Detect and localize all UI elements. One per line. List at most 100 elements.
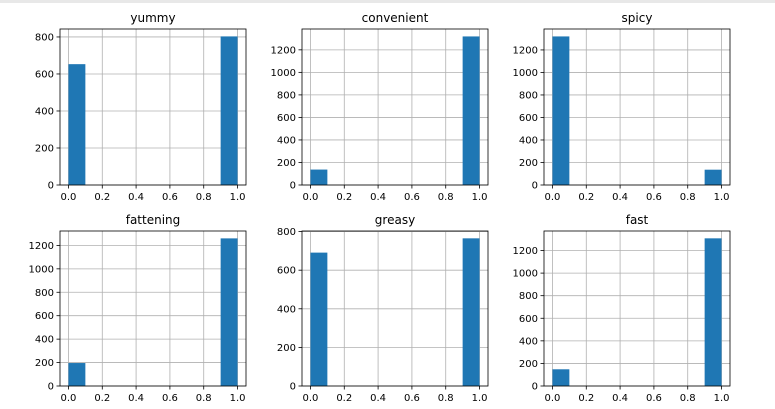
x-tick-label: 0.6 bbox=[646, 192, 662, 203]
chart-title: yummy bbox=[130, 11, 175, 25]
y-tick-label: 600 bbox=[519, 113, 538, 124]
plot-frame bbox=[543, 230, 731, 387]
chart-panel-spicy: 0.0 0.2 0.4 0.6 0.8 1.0 0 200 400 600 800 1000 1200 s… bbox=[513, 11, 731, 203]
y-tick-label: 600 bbox=[35, 311, 54, 322]
y-tick-label: 400 bbox=[35, 106, 54, 117]
x-tick-label: 0.4 bbox=[128, 192, 144, 203]
x-tick-label: 1.0 bbox=[230, 393, 246, 404]
y-tick-label: 1200 bbox=[271, 45, 296, 56]
y-tick-label: 0 bbox=[532, 181, 538, 192]
bar-0 bbox=[552, 369, 570, 386]
x-tick-label: 0.4 bbox=[612, 192, 628, 203]
x-tick-label: 0.8 bbox=[438, 192, 454, 203]
chart-title: fast bbox=[626, 213, 649, 227]
x-tick-label: 0.4 bbox=[612, 393, 628, 404]
x-tick-label: 1.0 bbox=[472, 192, 488, 203]
bar-0 bbox=[310, 169, 328, 185]
chart-panel-convenient: 0.0 0.2 0.4 0.6 0.8 1.0 0 200 400 600 800 1000 1200 c… bbox=[271, 11, 489, 203]
y-tick-label: 1200 bbox=[513, 45, 538, 56]
bar-0 bbox=[310, 252, 328, 386]
plot-frame bbox=[59, 28, 247, 186]
bar-0 bbox=[68, 64, 86, 185]
x-tick-label: 1.0 bbox=[230, 192, 246, 203]
y-tick-label: 400 bbox=[35, 335, 54, 346]
x-tick-label: 0.8 bbox=[680, 393, 696, 404]
bar-1 bbox=[704, 238, 722, 386]
bar-1 bbox=[462, 36, 480, 186]
x-tick-label: 0.2 bbox=[578, 393, 594, 404]
chart-title: convenient bbox=[362, 11, 429, 25]
x-tick-label: 0.0 bbox=[61, 192, 77, 203]
y-tick-label: 800 bbox=[277, 90, 296, 101]
x-tick-label: 0.2 bbox=[94, 393, 110, 404]
y-tick-label: 1000 bbox=[271, 68, 296, 79]
y-tick-label: 1000 bbox=[29, 264, 54, 275]
y-tick-label: 800 bbox=[519, 291, 538, 302]
x-tick-label: 0.6 bbox=[404, 393, 420, 404]
chart-panel-fattening: 0.0 0.2 0.4 0.6 0.8 1.0 0 200 400 600 800 1000 1200 f… bbox=[29, 213, 247, 404]
x-tick-label: 0.2 bbox=[578, 192, 594, 203]
y-tick-label: 0 bbox=[290, 382, 296, 393]
y-tick-label: 200 bbox=[277, 158, 296, 169]
x-tick-label: 0.8 bbox=[680, 192, 696, 203]
y-tick-label: 600 bbox=[519, 314, 538, 325]
x-tick-label: 0.6 bbox=[404, 192, 420, 203]
y-tick-label: 800 bbox=[35, 32, 54, 43]
chart-title: fattening bbox=[126, 213, 181, 227]
x-tick-label: 1.0 bbox=[714, 393, 730, 404]
bar-1 bbox=[220, 238, 238, 386]
x-tick-label: 0.0 bbox=[545, 192, 561, 203]
chart-panel-yummy: 0.0 0.2 0.4 0.6 0.8 1.0 0 200 400 600 800 yummy bbox=[35, 11, 247, 203]
bar-1 bbox=[220, 36, 238, 186]
x-tick-label: 0.4 bbox=[370, 192, 386, 203]
bar-0 bbox=[552, 36, 570, 185]
y-tick-label: 800 bbox=[277, 227, 296, 238]
chart-title: spicy bbox=[622, 11, 653, 25]
y-tick-label: 200 bbox=[519, 359, 538, 370]
x-tick-label: 1.0 bbox=[714, 192, 730, 203]
y-tick-label: 1000 bbox=[513, 68, 538, 79]
chart-panel-greasy: 0.0 0.2 0.4 0.6 0.8 1.0 0 200 400 600 800 greasy bbox=[277, 213, 489, 404]
y-tick-label: 200 bbox=[519, 158, 538, 169]
y-tick-label: 400 bbox=[519, 135, 538, 146]
x-tick-label: 0.8 bbox=[196, 192, 212, 203]
y-tick-label: 0 bbox=[48, 181, 54, 192]
y-tick-label: 400 bbox=[277, 135, 296, 146]
x-tick-label: 0.6 bbox=[162, 192, 178, 203]
plot-frame bbox=[543, 28, 731, 186]
plot-frame bbox=[59, 230, 247, 387]
y-tick-label: 1200 bbox=[513, 246, 538, 257]
y-tick-label: 0 bbox=[290, 181, 296, 192]
x-tick-label: 0.4 bbox=[370, 393, 386, 404]
x-tick-label: 0.0 bbox=[303, 393, 319, 404]
x-tick-label: 0.4 bbox=[128, 393, 144, 404]
x-tick-label: 0.6 bbox=[646, 393, 662, 404]
y-tick-label: 800 bbox=[519, 90, 538, 101]
top-border bbox=[0, 0, 775, 3]
chart-panel-fast: 0.0 0.2 0.4 0.6 0.8 1.0 0 200 400 600 800 1000 1200 f… bbox=[513, 213, 731, 404]
y-tick-label: 800 bbox=[35, 288, 54, 299]
y-tick-label: 400 bbox=[519, 336, 538, 347]
y-tick-label: 200 bbox=[277, 343, 296, 354]
x-tick-label: 0.0 bbox=[303, 192, 319, 203]
y-tick-label: 1200 bbox=[29, 241, 54, 252]
y-tick-label: 600 bbox=[35, 69, 54, 80]
y-tick-label: 600 bbox=[277, 113, 296, 124]
x-tick-label: 0.0 bbox=[545, 393, 561, 404]
plot-frame bbox=[301, 28, 489, 186]
y-tick-label: 600 bbox=[277, 266, 296, 277]
x-tick-label: 0.0 bbox=[61, 393, 77, 404]
x-tick-label: 0.8 bbox=[196, 393, 212, 404]
y-tick-label: 0 bbox=[532, 382, 538, 393]
y-tick-label: 200 bbox=[35, 358, 54, 369]
bar-0 bbox=[68, 363, 86, 386]
x-tick-label: 0.8 bbox=[438, 393, 454, 404]
x-tick-label: 0.6 bbox=[162, 393, 178, 404]
y-tick-label: 400 bbox=[277, 304, 296, 315]
bar-1 bbox=[462, 238, 480, 386]
y-tick-label: 1000 bbox=[513, 269, 538, 280]
x-tick-label: 0.2 bbox=[94, 192, 110, 203]
x-tick-label: 0.2 bbox=[336, 192, 352, 203]
y-tick-label: 0 bbox=[48, 382, 54, 393]
